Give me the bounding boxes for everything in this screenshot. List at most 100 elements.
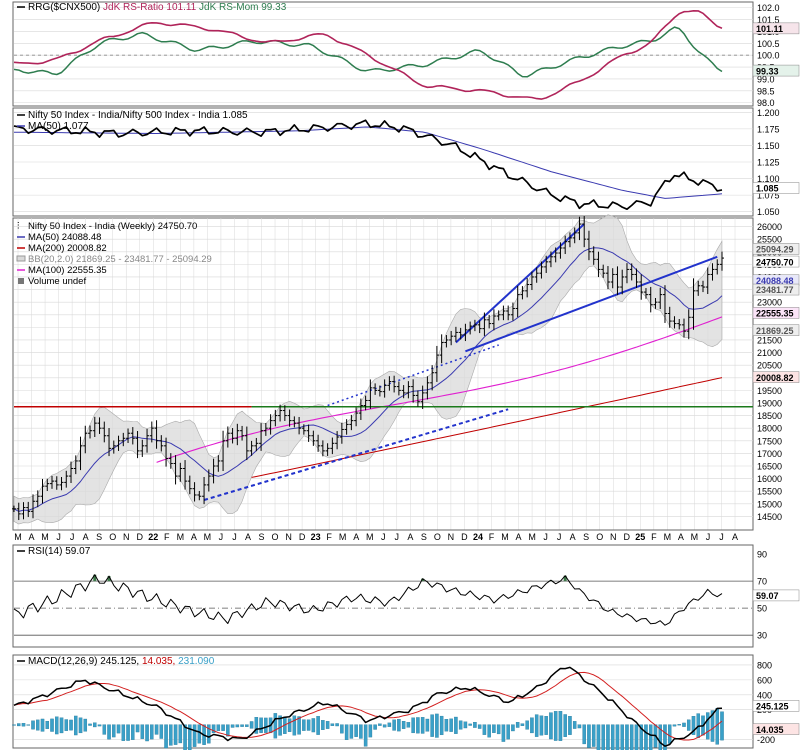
macd-histogram-bar (292, 715, 297, 736)
rsi-tick-label: 70 (757, 577, 767, 587)
ma200-line (251, 377, 723, 478)
ratio-tick-label: 1.200 (757, 108, 780, 118)
rsi-tick-label: 50 (757, 604, 767, 614)
x-tick-label: M (14, 532, 22, 542)
x-tick-label: J (219, 532, 224, 542)
badge-rrg-ratio: 101.11 (756, 24, 783, 34)
badge-rsi-box (752, 589, 800, 602)
macd-histogram-bar (64, 719, 69, 731)
macd-histogram-bar (93, 722, 97, 728)
rsi-tick-label: 30 (757, 631, 767, 641)
ratio-legend-ma: MA(50) 1.077 (28, 121, 89, 132)
x-tick-label: M (691, 532, 699, 542)
price-tick-label: 16500 (757, 461, 782, 471)
price-tick-label: 21000 (757, 348, 782, 358)
macd-histogram-bar (511, 724, 515, 732)
macd-histogram-bar (221, 724, 225, 731)
rrg-tick-label: 102.0 (757, 3, 780, 13)
macd-histogram-bar (306, 719, 311, 731)
macd-histogram-bar (601, 724, 605, 755)
macd-histogram-bar (397, 719, 401, 732)
macd-histogram-bar (458, 720, 463, 730)
macd-histogram-bar (69, 719, 73, 731)
x-tick-label: N (285, 532, 292, 542)
x-tick-label: A (570, 532, 576, 542)
x-tick-label: J (381, 532, 386, 542)
price-legend-volume: Volume undef (28, 276, 86, 287)
price-tick-label: 18500 (757, 411, 782, 421)
ma100-line (156, 316, 723, 463)
macd-histogram-bar (316, 716, 320, 735)
macd-histogram-bar (539, 715, 544, 736)
macd-histogram-bar (126, 724, 130, 741)
macd-histogram-bar (387, 722, 392, 727)
macd-histogram-bar (235, 724, 240, 728)
macd-histogram-bar (78, 717, 83, 734)
badge-macd-box (752, 700, 800, 712)
price-tick-label: 19000 (757, 398, 782, 408)
macd-histogram-bar (620, 724, 624, 755)
price-tick-label: 17000 (757, 449, 782, 459)
macd-histogram-bar (686, 719, 691, 731)
badge-ma100-box (752, 307, 800, 319)
macd-histogram-bar (150, 724, 154, 740)
x-tick-label: J (706, 532, 711, 542)
wedge-upper-line (455, 223, 585, 344)
x-tick-label: D (461, 532, 468, 542)
macd-histogram-bar (587, 724, 591, 748)
x-tick-label: J (70, 532, 75, 542)
macd-histogram-bar (340, 724, 344, 734)
upper-trendline-dotted (327, 344, 499, 407)
x-tick-label: 23 (311, 532, 321, 542)
macd-histogram-bar (648, 724, 653, 755)
macd-histogram-bar (45, 720, 50, 729)
price-tick-label: 20500 (757, 361, 782, 371)
macd-histogram-bar (173, 724, 178, 745)
price-tick-label: 23000 (757, 298, 782, 308)
macd-histogram-bar (639, 724, 643, 755)
rrg-tick-label: 100.5 (757, 39, 780, 49)
macd-histogram-bar (363, 724, 368, 747)
macd-histogram-bar (544, 716, 548, 735)
macd-histogram-bar (264, 717, 268, 733)
x-tick-label: J (395, 532, 400, 542)
price-legend-ma100: MA(100) 22555.35 (28, 265, 107, 276)
price-legend: ⫶ Nifty 50 Index - India (Weekly) 24750.… (16, 221, 212, 287)
macd-histogram-bar (354, 724, 358, 737)
macd-histogram-bar (625, 724, 629, 755)
macd-histogram-bar (349, 724, 354, 739)
x-tick-label: M (177, 532, 185, 542)
macd-histogram-bar (112, 724, 116, 738)
ratio-legend: Nifty 50 Index - India/Nifty 500 Index -… (17, 110, 248, 132)
macd-histogram-bar (230, 724, 235, 728)
macd-histogram-bar (496, 724, 501, 735)
x-tick-label: F (326, 532, 332, 542)
x-tick-label: N (123, 532, 130, 542)
x-tick-label: D (299, 532, 306, 542)
x-tick-label: J (56, 532, 61, 542)
ma50-line (13, 247, 723, 512)
rrg-tick-label: 98.5 (757, 86, 775, 96)
macd-histogram-bar (425, 718, 430, 732)
macd-histogram-bar (287, 718, 292, 732)
macd-histogram-bar (572, 721, 577, 729)
macd-histogram-bar (549, 712, 553, 740)
macd-legend-main: MACD(12,26,9) 245.125, (28, 656, 139, 667)
rrg-legend-title: RRG($CNX500) (28, 2, 100, 13)
rsi-legend-text: RSI(14) 59.07 (28, 546, 91, 557)
macd-histogram-bar (677, 724, 681, 726)
svg-text:RRG($CNX500) JdK RS-Ratio 101.: RRG($CNX500) JdK RS-Ratio 101.11 JdK RS-… (28, 2, 287, 13)
macd-histogram-bar (259, 717, 263, 733)
macd-histogram-bar (705, 712, 710, 740)
x-tick-label: M (501, 532, 509, 542)
x-tick-label: O (596, 532, 603, 542)
macd-histogram-bar (416, 717, 420, 734)
macd-histogram-bar (530, 717, 534, 734)
macd-histogram-bar (121, 724, 126, 741)
x-tick-label: M (366, 532, 374, 542)
rrg-tick-label: 99.0 (757, 74, 775, 84)
badge-bb-upper: 25094.29 (756, 245, 794, 255)
price-legend-ma50: MA(50) 24088.48 (28, 232, 101, 243)
badge-rrg-mom: 99.33 (756, 66, 779, 76)
x-tick-label: M (664, 532, 672, 542)
